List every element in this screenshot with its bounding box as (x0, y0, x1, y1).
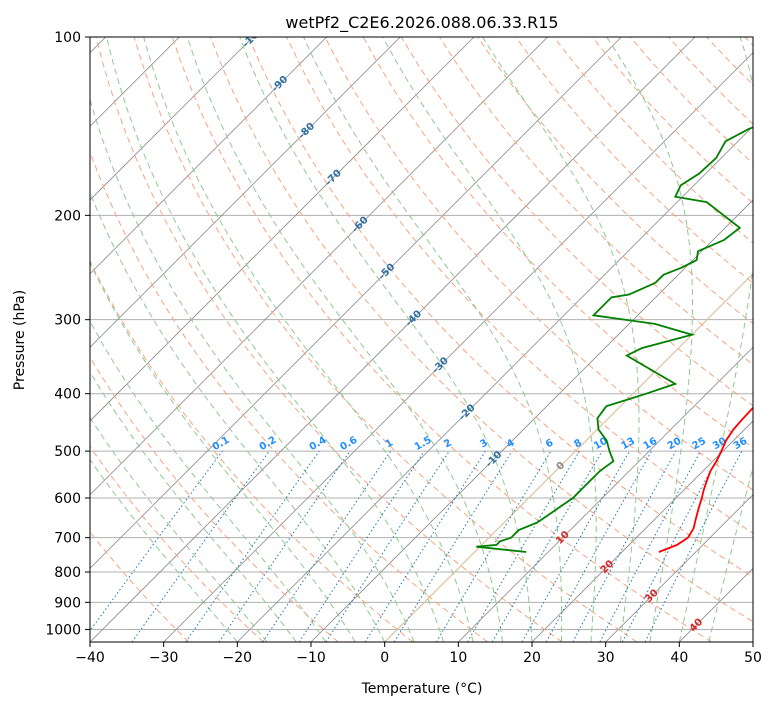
y-tick-label: 700 (54, 531, 81, 547)
dry-adiabat-line (210, 37, 753, 623)
dry-adiabat-line (95, 37, 563, 642)
moist-adiabat-line (90, 320, 327, 642)
moist-adiabat-line (303, 37, 563, 642)
mixing-ratio-line (262, 450, 392, 642)
y-axis-label: Pressure (hPa) (12, 290, 28, 390)
mixing-ratio-line (393, 450, 513, 642)
x-tick-label: 40 (670, 650, 688, 666)
isotherm-line (384, 272, 753, 642)
moist-adiabat-line (90, 458, 238, 642)
mixing-ratio-label: 4 (505, 437, 517, 450)
dry-adiabat-line (324, 37, 753, 491)
dry-adiabat-line (171, 37, 712, 642)
mixing-ratio-label: 8 (572, 437, 584, 450)
moist-adiabat-line (90, 261, 356, 642)
dry-adiabat-line (90, 259, 414, 642)
y-tick-label: 100 (54, 30, 81, 46)
y-tick-label: 600 (54, 491, 81, 507)
moist-adiabat-line (106, 37, 445, 642)
axes: −40 −30 −20 −10 0 10 20 30 40 50 100 200 300 400 500 60… (45, 30, 762, 666)
isotherm-line (90, 37, 622, 569)
mixing-ratio-line (90, 450, 223, 632)
isotherm-line (237, 125, 753, 642)
x-axis-label: Temperature (°C) (361, 681, 483, 697)
moist-adiabat-line (708, 465, 753, 642)
y-tick-label: 500 (54, 444, 81, 460)
y-tick-label: 400 (54, 387, 81, 403)
y-tick-label: 300 (54, 313, 81, 329)
moist-adiabat-line (90, 97, 415, 642)
moist-adiabat-line (606, 37, 693, 642)
moist-adiabat-line (90, 371, 297, 642)
isotherm-line (90, 37, 548, 496)
y-tick-label: 1000 (45, 622, 81, 638)
mixing-ratio-line (185, 450, 320, 642)
isotherm-line (90, 37, 696, 642)
isotherm-line (458, 346, 753, 642)
x-tick-label: −20 (223, 650, 253, 666)
moist-adiabat-line (382, 37, 597, 642)
isotherm-line (90, 37, 475, 422)
temperature-line (658, 406, 753, 553)
moist-adiabat-line (239, 37, 533, 642)
x-tick-label: −40 (75, 650, 105, 666)
isotherm-line (90, 37, 327, 275)
mixing-ratio-line (572, 450, 677, 642)
moist-adiabat-line (186, 37, 503, 642)
y-tick-label: 200 (54, 208, 81, 224)
y-tick-label: 800 (54, 565, 81, 581)
isotherm-line (531, 420, 753, 642)
x-tick-label: 20 (523, 650, 541, 666)
mixing-ratio-line (298, 450, 425, 642)
mixing-ratio-label: 2 (442, 437, 454, 450)
isotherm-line (90, 37, 254, 201)
dry-adiabat-line (90, 356, 339, 642)
plot-area: 0.1 0.2 0.4 0.6 1 1.5 2 3 4 6 8 10 13 16 20 25 30 36-100-… (90, 37, 753, 642)
x-tick-label: −10 (296, 650, 326, 666)
dry-adiabat-line (133, 37, 638, 642)
x-tick-label: 50 (744, 650, 762, 666)
mixing-ratio-line (325, 450, 450, 642)
isotherm-line (163, 52, 753, 642)
x-tick-label: 10 (449, 650, 467, 666)
dry-adiabat-line (90, 445, 264, 642)
x-tick-label: 0 (380, 650, 389, 666)
mixing-ratio-label: 3 (478, 437, 490, 450)
moist-adiabat-line (143, 37, 474, 642)
moist-adiabat-line (482, 37, 640, 642)
mixing-ratio-line (644, 450, 743, 642)
mixing-ratio-line (218, 450, 351, 642)
dewpoint-line (476, 126, 753, 553)
mixing-ratio-label: 6 (544, 437, 556, 450)
moist-adiabat-line (678, 37, 753, 642)
x-tick-label: 30 (597, 650, 615, 666)
x-tick-label: −30 (149, 650, 179, 666)
dry-adiabat-line (248, 37, 753, 578)
plot-frame (89, 36, 754, 643)
dry-adiabat-line (515, 37, 753, 284)
moist-adiabat-line (90, 190, 386, 642)
isotherm-line (90, 37, 401, 348)
chart-title: wetPf2_C2E6.2026.088.06.33.R15 (285, 13, 558, 33)
mixing-ratio-line (545, 450, 653, 642)
mixing-ratio-line (131, 450, 270, 642)
isotherm-line (605, 494, 753, 642)
y-tick-label: 900 (54, 595, 81, 611)
mixing-ratio-label: 1 (384, 437, 396, 450)
moist-adiabat-line (90, 416, 268, 642)
mixing-ratio-line (521, 450, 630, 642)
dry-adiabat-line (286, 37, 753, 534)
